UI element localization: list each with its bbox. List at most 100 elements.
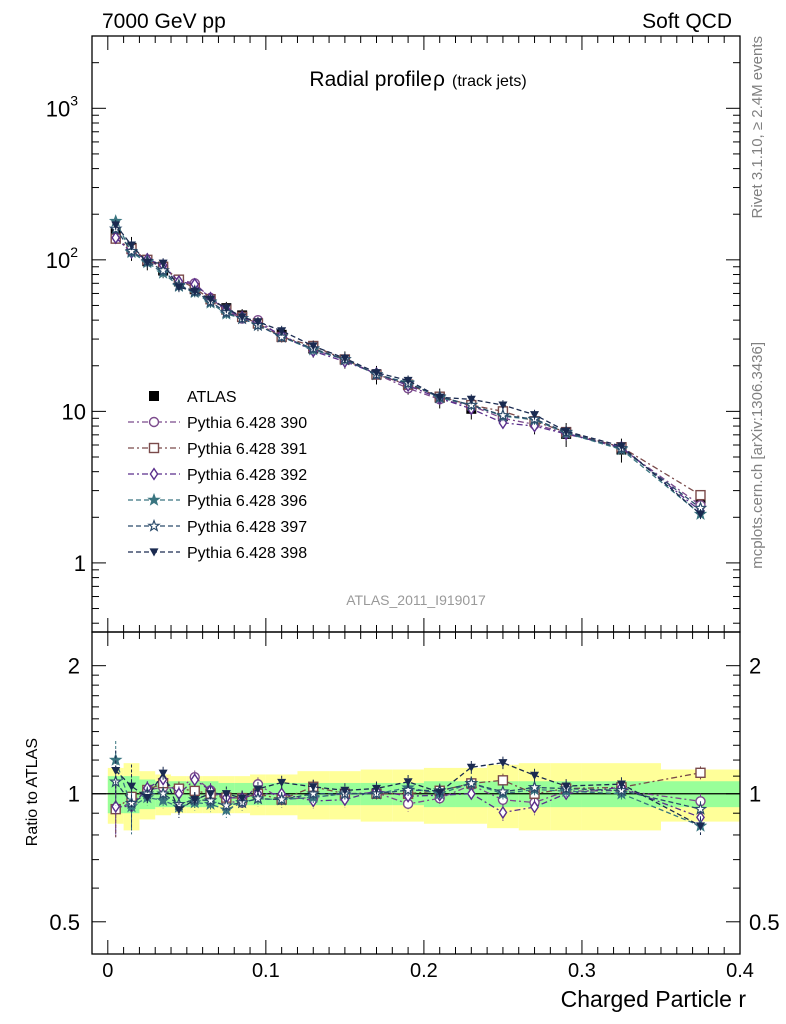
- x-tick-label: 0.3: [568, 960, 596, 982]
- ratio-point-shape: [190, 773, 200, 787]
- ratio-point: [156, 786, 170, 800]
- series-point-shape: [498, 401, 508, 410]
- analysis-label: ATLAS_2011_I919017: [346, 592, 486, 608]
- series-point-shape: [403, 376, 413, 385]
- ratio-point-shape: [403, 778, 413, 787]
- ratio-point: [464, 776, 479, 790]
- legend-marker: [149, 548, 159, 557]
- series-point: [174, 283, 184, 292]
- series-point-shape: [616, 442, 626, 451]
- series-point-shape: [156, 263, 170, 277]
- series-line: [115, 224, 701, 515]
- x-axis-label: Charged Particle r: [561, 986, 747, 1012]
- series-point-shape: [496, 408, 510, 422]
- ratio-y-tick-label: 1: [68, 782, 80, 807]
- ratio-point: [497, 775, 509, 786]
- ratio-point: [190, 796, 200, 805]
- series-point-shape: [340, 354, 350, 363]
- series-point-shape: [111, 231, 121, 245]
- ratio-point-shape: [466, 787, 476, 801]
- title-symbol: ρ: [433, 68, 445, 91]
- series-point-shape: [561, 427, 571, 436]
- ratio-point: [403, 778, 413, 787]
- series-point-shape: [308, 342, 318, 351]
- series-point: [308, 342, 318, 351]
- ratio-point-shape: [158, 769, 168, 778]
- ratio-point: [693, 801, 708, 815]
- ratio-point-shape: [340, 786, 350, 795]
- series-point: [403, 376, 413, 385]
- ratio-x-axis: 0 0.1 0.2 0.3 0.4: [102, 632, 754, 982]
- main-y-tick-label: 103: [46, 92, 78, 121]
- ratio-point-shape: [277, 778, 287, 788]
- ratio-point-shape: [530, 800, 539, 814]
- ratio-series-line: [115, 778, 701, 819]
- mcplots-text: mcplots.cern.ch [arXiv:1306.3436]: [749, 342, 766, 569]
- legend-label: Pythia 6.428 392: [187, 467, 307, 484]
- ratio-point: [530, 771, 540, 780]
- x-tick-label: 0: [102, 960, 113, 982]
- ratio-point: [530, 800, 539, 814]
- series-point-shape: [237, 313, 247, 322]
- legend-label: Pythia 6.428 390: [187, 415, 307, 432]
- ratio-plot-area: [92, 741, 740, 838]
- ratio-point-shape: [308, 783, 318, 792]
- ratio-point: [111, 799, 121, 814]
- series-point-shape: [530, 411, 540, 420]
- ratio-point: [251, 791, 265, 805]
- ratio-y-tick-label-right: 0.5: [749, 910, 780, 935]
- ratio-point-shape: [206, 790, 216, 799]
- x-tick-label: 0.4: [726, 960, 754, 982]
- series-point: [435, 393, 445, 402]
- ratio-frame: [91, 631, 741, 955]
- series-point: [340, 354, 350, 363]
- rivet-version-text: Rivet 3.1.10, ≥ 2.4M events: [749, 36, 766, 219]
- ratio-point: [496, 784, 510, 798]
- series-point-shape: [124, 244, 139, 258]
- ratio-point: [435, 788, 445, 797]
- ratio-panel: 2 21 10.5 0.5 0 0.1 0.2 0.3 0.4 Ratio to ATLAS …: [24, 631, 780, 1012]
- main-frame: [91, 35, 741, 633]
- series-point: [695, 510, 705, 519]
- ratio-point-shape: [466, 763, 476, 772]
- ratio-point: [253, 785, 263, 794]
- header-left: 7000 GeV pp: [102, 10, 226, 33]
- ratio-point: [695, 767, 706, 778]
- main-y-tick-label: 102: [46, 244, 78, 273]
- legend-marker: [148, 442, 160, 454]
- ratio-point-shape: [203, 793, 218, 807]
- ratio-point-shape: [561, 782, 571, 791]
- x-tick-label: 0.1: [252, 960, 280, 982]
- ratio-point-shape: [530, 771, 540, 780]
- series-point: [190, 287, 200, 296]
- ratio-y-tick-label-right: 1: [749, 782, 761, 807]
- ratio-point-shape: [435, 788, 445, 797]
- ratio-y-axis: 2 2 1 1 0.5 0.5: [49, 654, 779, 935]
- series-point: [498, 401, 508, 410]
- ratio-point: [498, 759, 508, 768]
- series-point-shape: [695, 510, 705, 519]
- series-point-shape: [221, 304, 231, 313]
- ratio-point: [308, 783, 318, 792]
- ratio-point-shape: [498, 805, 508, 820]
- ratio-point: [142, 793, 152, 803]
- ratio-point-shape: [111, 767, 121, 776]
- ratio-point: [466, 787, 476, 801]
- series-point-shape: [127, 241, 137, 250]
- ratio-point: [111, 767, 121, 776]
- ratio-point: [274, 792, 289, 806]
- ratio-point: [190, 773, 200, 787]
- ratio-point: [498, 805, 508, 820]
- series-point-shape: [190, 287, 200, 296]
- ratio-point-shape: [274, 792, 289, 806]
- title-main: Radial profile: [309, 68, 432, 91]
- series-point: [464, 397, 479, 411]
- legend-marker: [147, 492, 161, 506]
- series-point-shape: [253, 318, 263, 327]
- ratio-point-shape: [219, 798, 234, 812]
- header-right: Soft QCD: [642, 10, 732, 33]
- x-tick-label: 0.2: [410, 960, 438, 982]
- series-point-shape: [464, 397, 479, 411]
- series-line: [115, 228, 701, 509]
